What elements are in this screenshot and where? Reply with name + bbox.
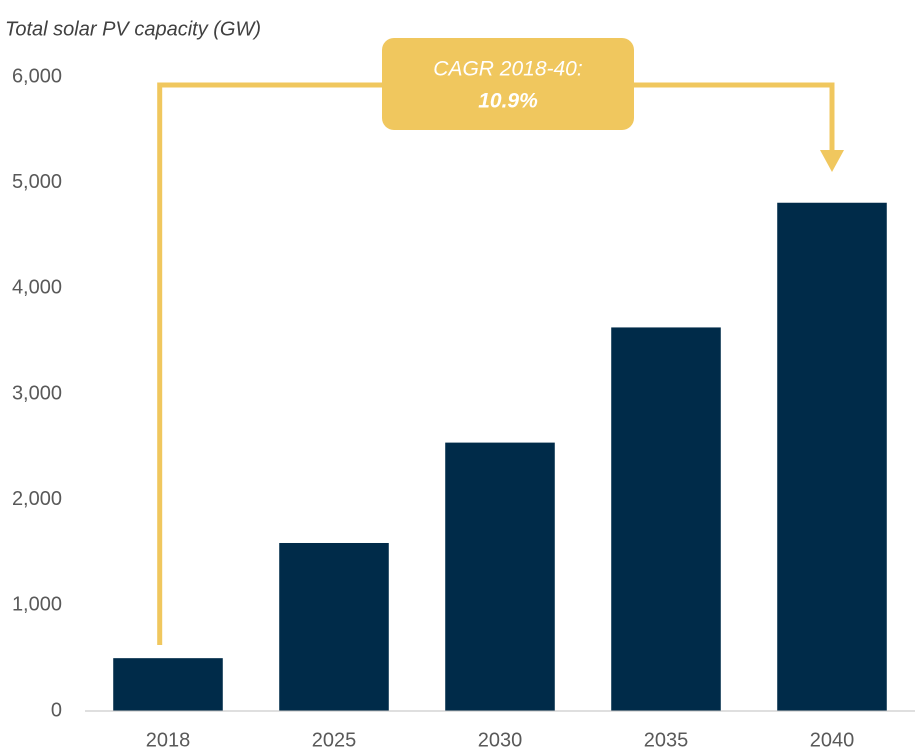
y-tick-label: 0 [51, 699, 62, 721]
y-tick-label: 5,000 [12, 171, 62, 193]
bar [113, 658, 223, 711]
annotation-text: CAGR 2018-40: [433, 58, 582, 81]
y-tick-label: 2,000 [12, 488, 62, 510]
bar [777, 202, 887, 711]
y-tick-label: 6,000 [12, 65, 62, 87]
bar [279, 542, 389, 711]
y-tick-label: 4,000 [12, 277, 62, 299]
x-tick-label: 2040 [810, 729, 855, 751]
bar [445, 442, 555, 711]
annotation-value: 10.9% [478, 90, 538, 113]
bar [611, 327, 721, 711]
y-tick-label: 3,000 [12, 382, 62, 404]
x-tick-label: 2018 [146, 729, 191, 751]
annotation-arrowhead [820, 150, 844, 172]
y-tick-label: 1,000 [12, 594, 62, 616]
y-axis-label: Total solar PV capacity (GW) [5, 18, 261, 40]
x-tick-label: 2035 [644, 729, 689, 751]
x-tick-label: 2030 [478, 729, 523, 751]
x-tick-label: 2025 [312, 729, 357, 751]
annotation-box [382, 38, 634, 130]
